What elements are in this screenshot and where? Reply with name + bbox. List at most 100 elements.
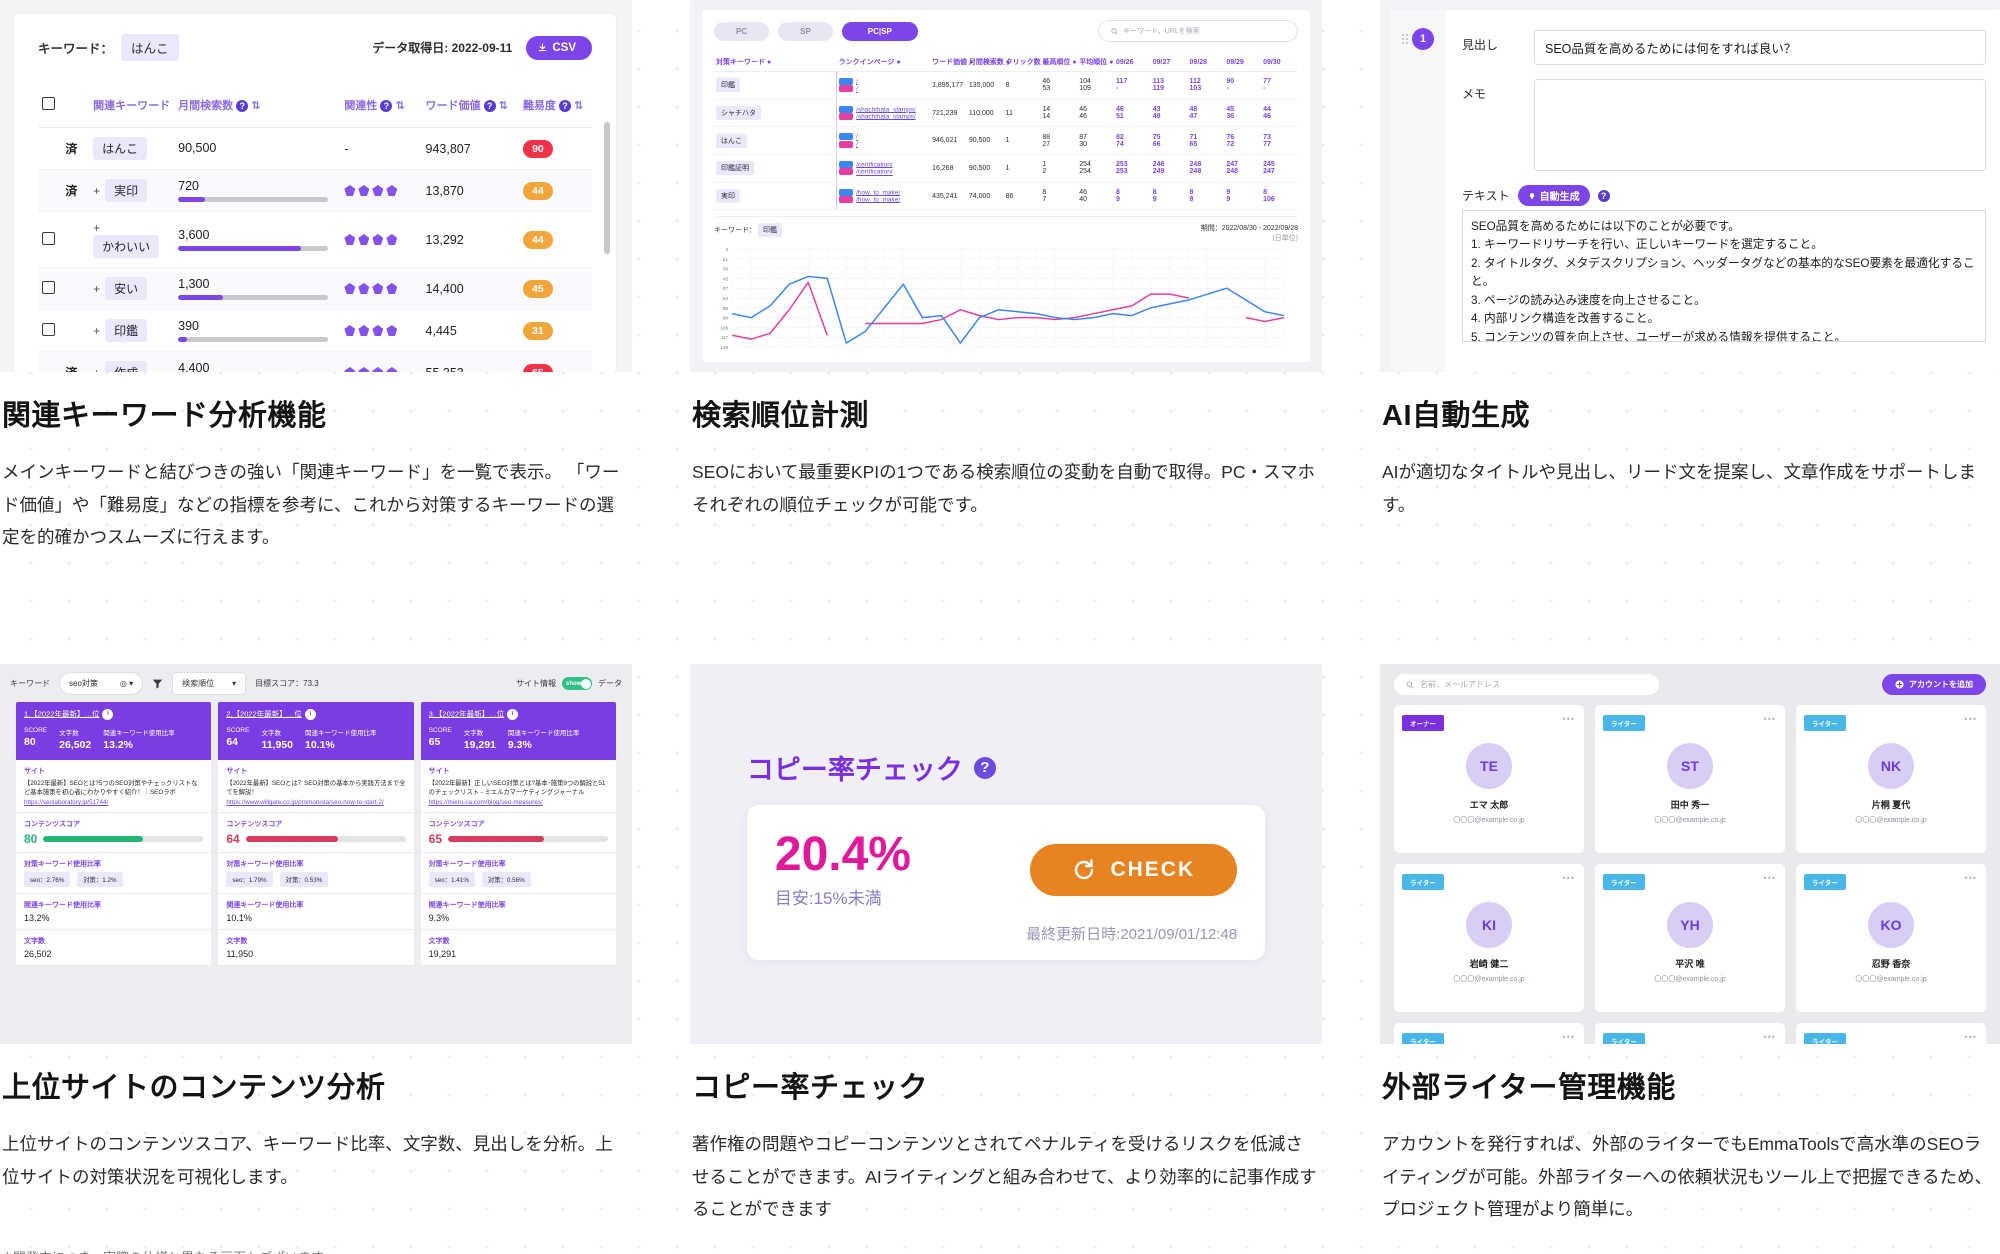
csv-download-button[interactable]: CSV bbox=[526, 35, 592, 60]
more-options-icon[interactable]: ••• bbox=[1964, 714, 1977, 724]
writer-card[interactable]: ライター ••• NK 片桐 夏代 〇〇〇@example.co.jp bbox=[1796, 705, 1986, 853]
col-difficulty[interactable]: 難易度 ? ⇅ bbox=[518, 91, 592, 128]
table-row[interactable]: 済はんこ 90,500- 943,807 90 bbox=[38, 127, 592, 170]
writer-card[interactable]: ライター ••• KO 忍野 香奈 〇〇〇@example.co.jp bbox=[1796, 864, 1986, 1012]
site-info-toggle[interactable]: show bbox=[562, 677, 592, 690]
filter-icon[interactable] bbox=[152, 678, 163, 689]
col-related-keyword[interactable]: 関連キーワード bbox=[89, 91, 175, 128]
table-row[interactable]: + 印鑑 390 4,445 31 bbox=[38, 309, 592, 352]
table-row[interactable]: + 安い 1,300 14,400 45 bbox=[38, 267, 592, 310]
help-icon[interactable]: ? bbox=[973, 756, 996, 779]
writer-card[interactable]: ライター ••• bbox=[1796, 1023, 1986, 1044]
more-options-icon[interactable]: ••• bbox=[1562, 1032, 1575, 1042]
rank-col-6[interactable]: 平均順位 ● bbox=[1077, 53, 1114, 72]
landing-link-pc[interactable]: /how_to_make/ bbox=[856, 189, 901, 197]
add-account-button[interactable]: アカウントを追加 bbox=[1882, 674, 1986, 695]
landing-link-sp[interactable]: /shachihata_stamps/ bbox=[856, 113, 916, 121]
writer-card[interactable]: ライター ••• YH 平沢 唯〇〇〇@example.co.jp bbox=[1595, 864, 1785, 1012]
rank-search-input[interactable]: キーワード、URLを検索 bbox=[1098, 20, 1298, 42]
info-icon[interactable]: i bbox=[304, 709, 316, 720]
memo-textarea[interactable] bbox=[1534, 79, 1986, 171]
landing-link-pc[interactable]: /shachihata_stamps/ bbox=[856, 106, 916, 114]
row-checkbox[interactable] bbox=[42, 322, 55, 336]
table-row[interactable]: 実印/how_to_make//how_to_make/435,241 74,00… bbox=[714, 182, 1298, 211]
rank-col-11[interactable]: 09/30 bbox=[1261, 53, 1298, 72]
heading-input[interactable]: SEO品質を高めるためには何をすれば良い？ bbox=[1534, 30, 1986, 65]
ca-card-title[interactable]: 3.【2022年最新】…位 i bbox=[429, 709, 608, 720]
landing-link-sp[interactable]: /how_to_make/ bbox=[856, 196, 901, 204]
writer-card[interactable]: オーナー ••• TE エマ 太郎 〇〇〇@example.co.jp bbox=[1394, 705, 1584, 853]
rank-col-7[interactable]: 09/26 bbox=[1113, 53, 1151, 72]
ca-site-url[interactable]: https://www.willgate.co.jp/promonista/se… bbox=[226, 799, 384, 807]
info-icon[interactable]: i bbox=[507, 709, 519, 720]
rank-col-1[interactable]: ランクインページ ● bbox=[836, 53, 931, 72]
table-row[interactable]: はんこ //946,021 90,500 1 88 27 87 30 82 74 75 66 71 65 7… bbox=[714, 126, 1298, 156]
rank-col-8[interactable]: 09/27 bbox=[1150, 53, 1188, 72]
content-analysis-card[interactable]: 1.【2022年最新】…位 i SCORE 80 文字数 26,502 関連キーワード使用比… bbox=[16, 702, 212, 966]
rank-col-2[interactable]: ワード価値 ● bbox=[930, 53, 973, 72]
expand-icon[interactable]: + bbox=[93, 221, 101, 235]
table-row[interactable]: 済 + 実印 720 13,870 44 bbox=[38, 169, 592, 212]
tab-sp[interactable]: SP bbox=[778, 21, 833, 41]
landing-link-sp[interactable]: / bbox=[856, 141, 858, 149]
writer-card[interactable]: ライター ••• bbox=[1394, 1023, 1584, 1044]
auto-generate-button[interactable]: 自動生成 bbox=[1517, 185, 1590, 206]
tab-pc[interactable]: PC bbox=[714, 21, 770, 41]
rank-col-4[interactable]: クリック数 ● bbox=[1003, 53, 1047, 72]
ai-text-output[interactable]: SEO品質を高めるためには以下のことが必要です。 1. キーワードリサーチを行い… bbox=[1462, 210, 1986, 342]
content-analysis-card[interactable]: 3.【2022年最新】…位 i SCORE 65 文字数 19,291 関連キーワード使用比… bbox=[420, 702, 616, 966]
landing-link-pc[interactable]: / bbox=[856, 133, 858, 141]
more-options-icon[interactable]: ••• bbox=[1964, 873, 1977, 883]
ca-keyword-select[interactable]: seo対策 ◎ ▾ bbox=[59, 672, 144, 695]
select-all-checkbox[interactable] bbox=[42, 97, 55, 110]
table-row[interactable]: シャチハタ/shachihata_stamps//shachihata_stam… bbox=[714, 99, 1298, 128]
more-options-icon[interactable]: ••• bbox=[1562, 714, 1575, 724]
more-options-icon[interactable]: ••• bbox=[1964, 1032, 1977, 1042]
more-options-icon[interactable]: ••• bbox=[1562, 873, 1575, 883]
check-button[interactable]: CHECK bbox=[1030, 844, 1238, 896]
help-icon[interactable]: ? bbox=[559, 100, 571, 112]
table-row[interactable]: +かわいい 3,600 13,292 44 bbox=[38, 211, 592, 268]
help-icon[interactable]: ? bbox=[380, 100, 393, 112]
help-icon[interactable]: ? bbox=[236, 100, 249, 112]
rank-col-3[interactable]: 月間検索数 ● bbox=[966, 53, 1010, 72]
drag-handle-icon[interactable] bbox=[1402, 34, 1408, 372]
rank-col-9[interactable]: 09/28 bbox=[1187, 53, 1225, 72]
table-row[interactable]: 印鑑 //1,895,177 135,000 8 46 53 104 109 117-113 11… bbox=[714, 71, 1298, 100]
row-checkbox[interactable] bbox=[42, 280, 55, 294]
ca-card-title[interactable]: 2.【2022年最新】…位 i bbox=[226, 709, 405, 720]
more-options-icon[interactable]: ••• bbox=[1763, 714, 1776, 724]
content-analysis-card[interactable]: 2.【2022年最新】…位 i SCORE 64 文字数 11,950 関連キーワード使用比… bbox=[218, 702, 414, 966]
ca-filter-select[interactable]: 検索順位 ▾ bbox=[172, 672, 247, 695]
col-monthly-volume[interactable]: 月間検索数 ? ⇅ bbox=[174, 91, 341, 128]
expand-icon[interactable]: + bbox=[93, 324, 101, 338]
writer-card[interactable]: ライター ••• ST 田中 秀一 〇〇〇@example.co.jp bbox=[1595, 705, 1785, 853]
ca-site-url[interactable]: https://seolaboratory.jp/51744/ bbox=[24, 799, 109, 807]
table-scrollbar[interactable] bbox=[604, 122, 610, 254]
landing-link-sp[interactable]: / bbox=[856, 85, 858, 93]
landing-link-sp[interactable]: /certification/ bbox=[856, 168, 893, 176]
expand-icon[interactable]: + bbox=[93, 282, 101, 296]
writer-card[interactable]: ライター ••• bbox=[1595, 1023, 1785, 1044]
rank-col-5[interactable]: 最高順位 ● bbox=[1040, 53, 1078, 72]
writer-card[interactable]: ライター ••• KI 岩崎 健二 〇〇〇@example.co.jp bbox=[1394, 864, 1584, 1012]
ca-card-title[interactable]: 1.【2022年最新】…位 i bbox=[24, 709, 203, 720]
more-options-icon[interactable]: ••• bbox=[1763, 873, 1776, 883]
more-options-icon[interactable]: ••• bbox=[1763, 1032, 1776, 1042]
row-checkbox[interactable] bbox=[42, 231, 55, 245]
landing-link-pc[interactable]: /certification/ bbox=[856, 161, 893, 169]
col-word-value[interactable]: ワード価値 ? ⇅ bbox=[421, 91, 519, 128]
info-icon[interactable]: i bbox=[102, 709, 114, 720]
writer-search-input[interactable]: 名前、メールアドレス bbox=[1394, 674, 1659, 695]
help-icon[interactable]: ? bbox=[1597, 189, 1610, 202]
rank-col-10[interactable]: 09/29 bbox=[1224, 53, 1262, 72]
tab-pcsp[interactable]: PC|SP bbox=[841, 21, 918, 41]
landing-link-pc[interactable]: / bbox=[856, 78, 858, 86]
expand-icon[interactable]: + bbox=[93, 184, 101, 198]
expand-icon[interactable]: + bbox=[93, 366, 100, 372]
table-row[interactable]: 印鑑証明/certification//certification/16,268… bbox=[714, 154, 1298, 183]
col-relevance[interactable]: 関連性 ? ⇅ bbox=[340, 91, 422, 128]
rank-col-0[interactable]: 対策キーワード ● bbox=[714, 53, 837, 72]
ca-site-url[interactable]: https://mieru-ca.com/blog/seo-measures/ bbox=[428, 799, 543, 807]
help-icon[interactable]: ? bbox=[483, 100, 496, 112]
